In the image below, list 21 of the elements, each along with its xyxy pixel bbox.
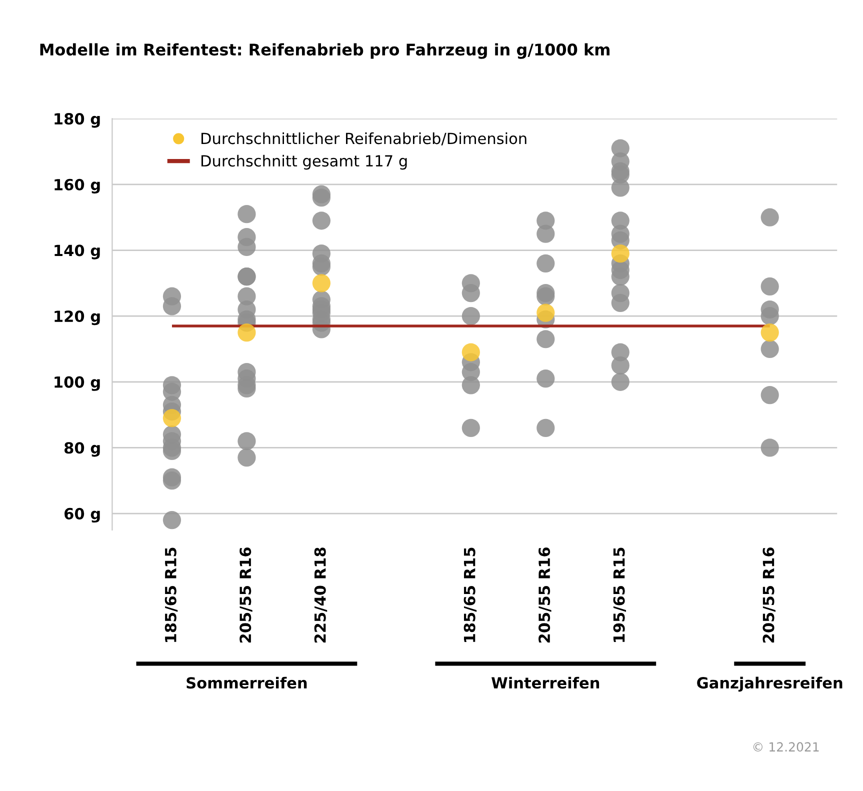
y-tick-label: 100 g <box>54 376 100 391</box>
legend-label: Durchschnittlicher Reifenabrieb/Dimension <box>201 132 526 146</box>
text: Sommerreifen <box>186 676 307 689</box>
x-tick-label: 205/55 R16 <box>240 547 252 642</box>
y-tick-label: 80 g <box>64 442 100 457</box>
y-tick-label: 60 g <box>64 508 100 523</box>
x-tick-label: 185/65 R15 <box>464 548 477 642</box>
x-tick-label: 205/55 R16 <box>538 547 552 642</box>
text: Winterreifen <box>492 676 600 689</box>
y-tick-label: 160 g <box>54 178 100 194</box>
y-tick-label: 120 g <box>54 310 100 326</box>
x-tick-label: 185/65 R15 <box>164 548 178 642</box>
text: © 12.2021 <box>753 742 819 752</box>
text: Ganzjahresreifen <box>697 676 842 692</box>
x-tick-label: 195/65 R15 <box>613 548 626 642</box>
chart-title: Modelle im Reifentest: Reifenabrieb pro Fahrzeug in g/1000 km <box>40 43 610 59</box>
y-tick-label: 140 g <box>54 244 100 260</box>
y-tick-label: 180 g <box>54 113 100 128</box>
legend-label: Durchschnitt gesamt 117 g <box>201 154 407 170</box>
x-tick-label: 225/40 R18 <box>314 548 328 642</box>
x-tick-label: 205/55 R16 <box>762 547 776 642</box>
